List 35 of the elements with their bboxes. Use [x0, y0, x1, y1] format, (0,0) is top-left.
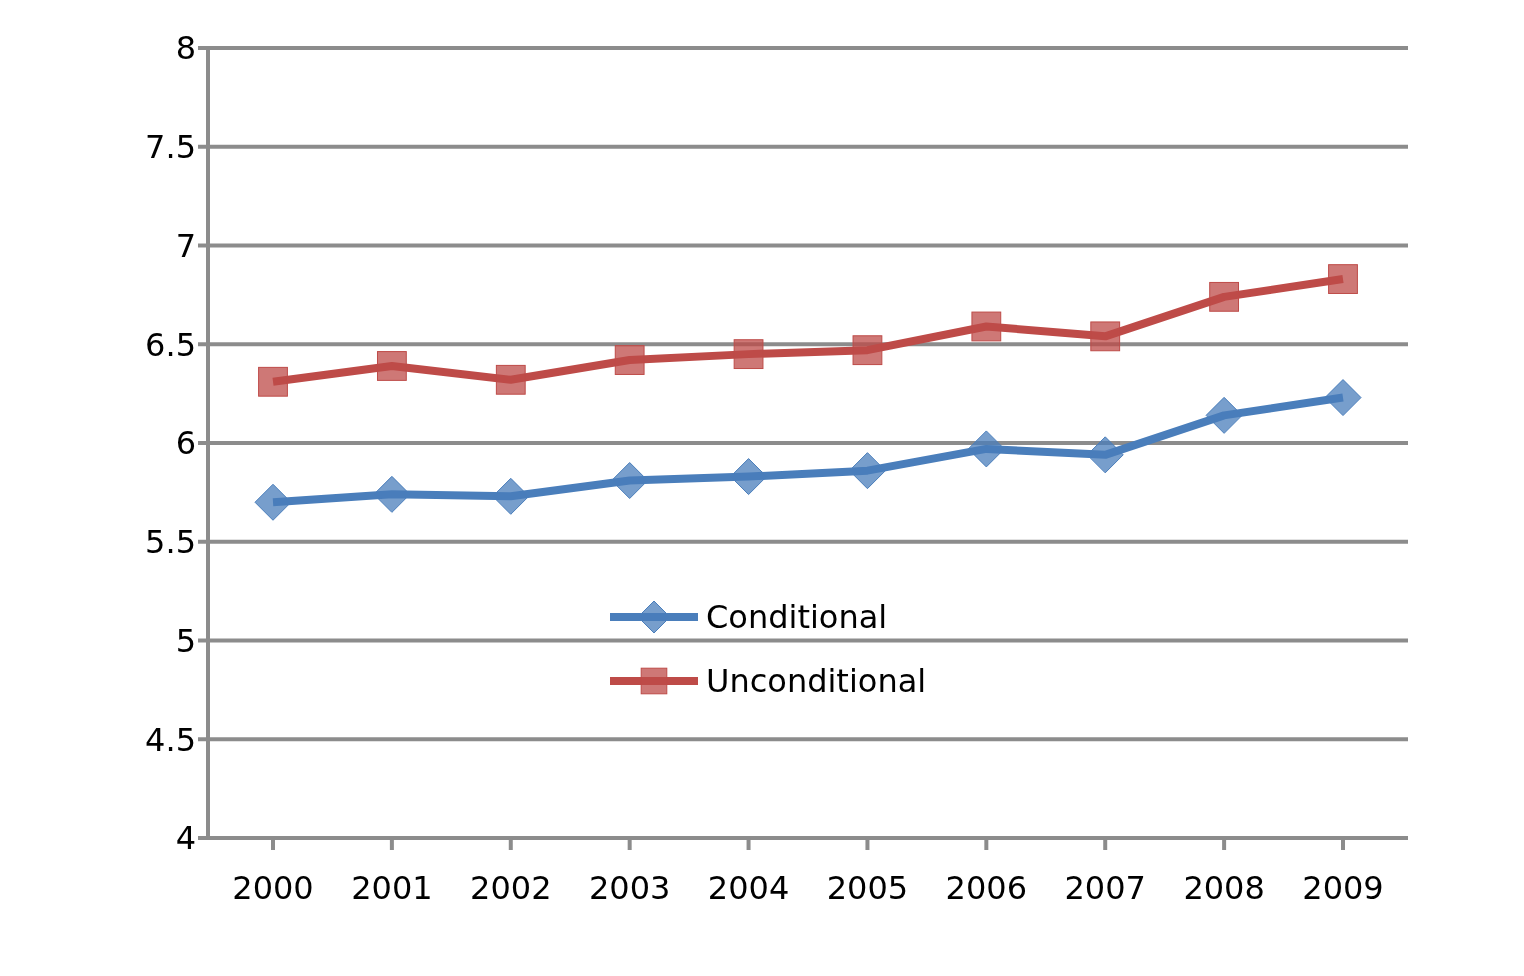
y-tick-label: 4.5 — [145, 720, 196, 759]
legend-label: Unconditional — [706, 662, 927, 700]
x-tick-label: 2006 — [945, 868, 1028, 907]
point — [1328, 264, 1358, 294]
point — [258, 366, 288, 397]
y-tick-label: 6 — [175, 424, 196, 463]
x-tick-label: 2000 — [232, 868, 314, 907]
y-tick-label: 7.5 — [145, 128, 196, 167]
point — [376, 351, 407, 381]
point — [495, 364, 526, 395]
x-tick-label: 2001 — [351, 868, 433, 907]
x-tick-label: 2003 — [588, 868, 671, 907]
point — [1205, 396, 1243, 434]
point — [614, 345, 645, 375]
legend-label: Conditional — [706, 598, 888, 636]
x-tick-label: 2009 — [1302, 868, 1384, 907]
x-tick-label: 2008 — [1183, 868, 1265, 907]
y-tick-label: 5.5 — [145, 523, 196, 562]
point — [971, 311, 1002, 342]
point — [852, 335, 883, 366]
y-tick-label: 5 — [175, 621, 196, 660]
y-tick-label: 6.5 — [145, 325, 196, 364]
point — [733, 339, 764, 370]
point — [1090, 321, 1121, 352]
x-tick-label: 2002 — [470, 868, 552, 907]
point — [254, 483, 292, 521]
x-tick-label: 2005 — [826, 868, 909, 907]
point — [967, 430, 1005, 468]
point — [1209, 281, 1240, 312]
point — [1324, 379, 1362, 417]
y-tick-label: 4 — [175, 819, 196, 858]
x-tick-label: 2004 — [707, 868, 790, 907]
y-tick-label: 8 — [175, 29, 196, 68]
y-tick-label: 7 — [175, 226, 196, 265]
x-tick-label: 2007 — [1064, 868, 1146, 907]
